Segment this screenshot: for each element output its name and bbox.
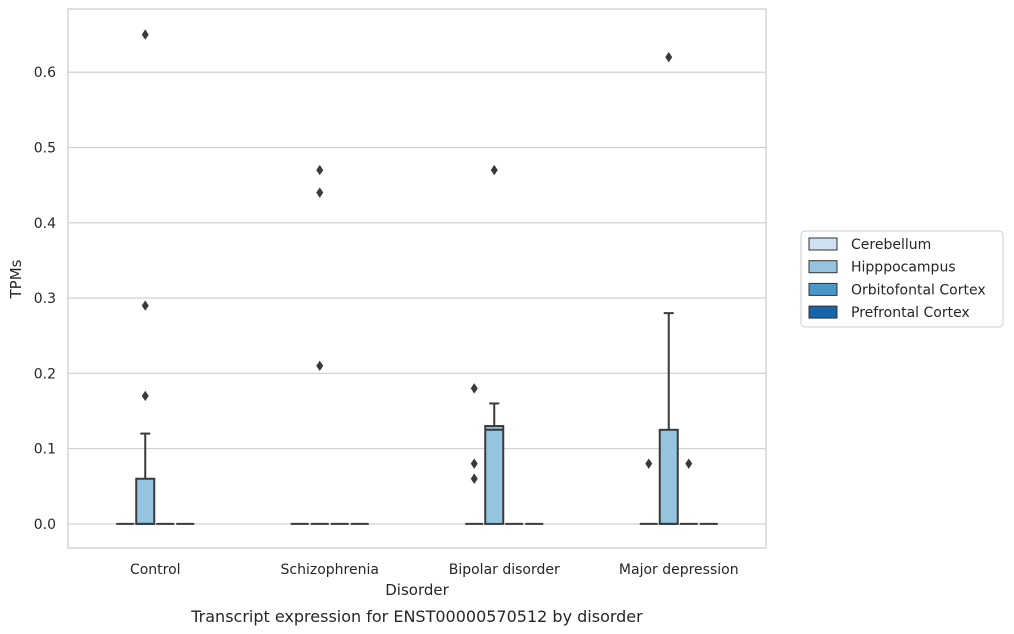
legend-swatch (808, 260, 838, 274)
x-tick-label: Bipolar disorder (449, 562, 560, 578)
x-tick-label: Control (130, 562, 181, 578)
box-hipppocampus-3 (658, 312, 679, 525)
x-tick-label: Major depression (619, 562, 739, 578)
outlier-point (316, 164, 324, 176)
y-tick-label: 0.6 (34, 65, 56, 81)
outlier-point (470, 458, 478, 469)
y-axis-label: TPMs (7, 259, 25, 299)
outlier-point (470, 473, 478, 484)
box-body (484, 425, 505, 525)
legend: Cerebellum Hipppocampus Orbitofontal Corte… (800, 230, 1004, 328)
legend-swatch (808, 282, 838, 296)
outlier-point (665, 51, 673, 63)
y-tick-label: 0.3 (34, 291, 56, 307)
chart-caption: Transcript expression for ENST0000057051… (190, 607, 643, 626)
legend-label: Orbitofontal Cortex (851, 282, 986, 298)
x-tick-labels: Control Schizophrenia Bipolar disorder Majo… (130, 562, 739, 578)
outlier-point (141, 29, 149, 40)
x-axis-label: Disorder (385, 581, 449, 599)
plot-frame (67, 8, 767, 549)
box-body (135, 477, 156, 525)
legend-label: Prefrontal Cortex (851, 305, 970, 321)
outlier-point (490, 164, 498, 176)
legend-frame (800, 230, 1004, 328)
outlier-point (141, 390, 149, 402)
legend-label: Cerebellum (851, 237, 931, 253)
box-hipppocampus-2 (484, 402, 505, 525)
y-tick-label: 0.4 (34, 216, 56, 232)
outlier-point (470, 383, 478, 394)
y-tick-label: 0.5 (34, 141, 56, 157)
outlier-point (316, 360, 324, 372)
y-tick-label: 0.1 (34, 442, 56, 458)
y-tick-label: 0.0 (34, 517, 56, 533)
box-body (658, 428, 679, 525)
legend-label: Hipppocampus (851, 260, 956, 276)
outlier-point (141, 300, 149, 311)
y-tick-labels: 0.0 0.1 0.2 0.3 0.4 0.5 0.6 (34, 65, 56, 533)
x-tick-label: Schizophrenia (281, 562, 379, 578)
y-tick-label: 0.2 (34, 366, 56, 382)
legend-swatch (808, 237, 838, 251)
box-plot-marks (116, 29, 718, 525)
grid-lines (68, 71, 766, 525)
legend-swatch (808, 305, 838, 319)
box-hipppocampus-0 (135, 432, 156, 525)
outlier-point (316, 187, 324, 198)
outlier-point (685, 458, 693, 469)
outlier-point (645, 458, 653, 469)
